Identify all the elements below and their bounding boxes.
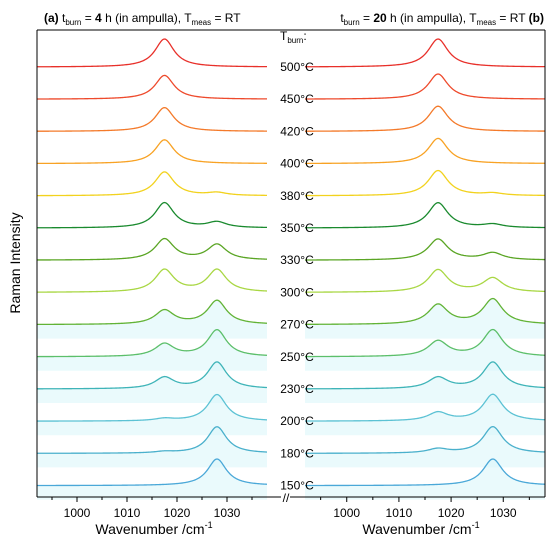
temperature-label: 230°C (280, 382, 314, 396)
series-line-a-230°C (37, 361, 268, 390)
series-line-a-450°C (37, 74, 267, 100)
series-line-b-250°C (304, 328, 546, 358)
series-line-a-350°C (37, 201, 268, 229)
series-fill-a-13 (37, 459, 267, 500)
temperature-label: 380°C (280, 189, 314, 203)
temperature-label: 350°C (280, 221, 314, 235)
x-tick-label: 1020 (438, 506, 465, 520)
temperature-label: 420°C (280, 124, 314, 138)
series-line-b-350°C (305, 201, 546, 229)
x-tick-label: 1030 (490, 506, 517, 520)
series-line-b-500°C (305, 38, 545, 68)
series-fill-b-12 (305, 426, 545, 468)
series-line-a-300°C (36, 268, 268, 293)
series-line-a-420°C (37, 106, 267, 132)
x-axis-label: Wavenumber /cm-1 (95, 520, 212, 537)
x-tick-label: 1000 (333, 506, 360, 520)
temperature-label: 300°C (280, 285, 314, 299)
axis-break-symbol: // (283, 491, 290, 505)
series-fill-b-11 (305, 394, 545, 436)
temperature-label: 400°C (280, 157, 314, 171)
series-fill-b-10 (305, 361, 545, 403)
series-line-b-420°C (304, 105, 546, 132)
series-line-a-200°C (37, 393, 268, 422)
series-line-a-330°C (36, 237, 268, 261)
temperature-header: Tburn: (280, 29, 307, 45)
temperature-label: 180°C (280, 446, 314, 460)
series-line-b-230°C (305, 361, 546, 390)
series-line-b-300°C (305, 268, 546, 293)
series-line-b-450°C (304, 73, 546, 100)
series-line-b-150°C (305, 458, 546, 487)
temperature-label: 450°C (280, 92, 314, 106)
series-fill-b-8 (305, 298, 545, 339)
series-line-a-250°C (37, 328, 268, 358)
series-line-b-180°C (305, 425, 546, 454)
series-fill-a-11 (37, 394, 267, 436)
series-line-b-200°C (305, 393, 546, 422)
series-fill-a-9 (37, 329, 267, 371)
x-tick-label: 1030 (214, 506, 241, 520)
series-line-a-400°C (37, 139, 267, 165)
series-line-a-180°C (37, 426, 268, 454)
x-tick-label: 1010 (114, 506, 141, 520)
series-fill-b-13 (305, 459, 545, 500)
series-line-b-270°C (305, 297, 546, 325)
panel-a-title: (a) tburn = 4 h (in ampulla), Tmeas = RT (44, 11, 241, 27)
series-fill-a-10 (37, 361, 267, 403)
x-axis-label: Wavenumber /cm-1 (362, 520, 479, 537)
panel-b-title: tburn = 20 h (in ampulla), Tmeas = RT (b… (340, 11, 544, 27)
temperature-label: 200°C (280, 414, 314, 428)
temperature-label: 500°C (280, 60, 314, 74)
x-tick-label: 1020 (164, 506, 191, 520)
x-tick-label: 1000 (64, 506, 91, 520)
series-line-a-150°C (37, 458, 268, 487)
series-line-a-380°C (36, 171, 268, 197)
temperature-label: 330°C (280, 253, 314, 267)
series-line-b-400°C (304, 137, 546, 165)
temperature-label: 150°C (280, 479, 314, 493)
series-line-a-500°C (37, 38, 267, 68)
series-fill-a-12 (37, 426, 267, 468)
series-line-a-270°C (37, 299, 268, 326)
temperature-label: 250°C (280, 350, 314, 364)
series-fill-a-8 (37, 300, 267, 339)
series-fill-b-9 (305, 329, 545, 371)
temperature-label: 270°C (280, 318, 314, 332)
x-tick-label: 1010 (386, 506, 413, 520)
series-line-b-380°C (304, 169, 546, 197)
series-line-b-330°C (305, 238, 546, 261)
y-axis-label: Raman Intensity (7, 212, 23, 313)
